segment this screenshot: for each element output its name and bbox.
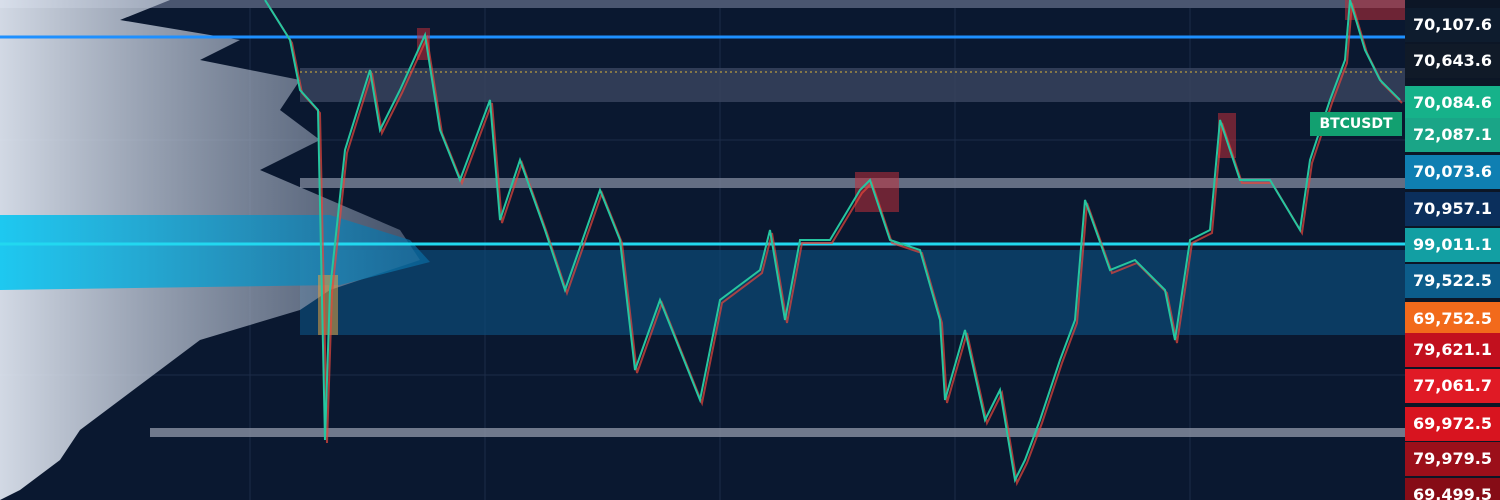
price-label: 99,011.1 bbox=[1405, 228, 1500, 262]
price-label: 70,957.1 bbox=[1405, 192, 1500, 226]
level-band bbox=[150, 428, 1405, 437]
level-band bbox=[300, 178, 1405, 188]
price-label: 79,621.1 bbox=[1405, 333, 1500, 367]
price-label: 69,499.5 bbox=[1405, 478, 1500, 500]
price-label: 79,979.5 bbox=[1405, 442, 1500, 476]
level-band bbox=[0, 0, 1405, 8]
price-label: 70,073.6 bbox=[1405, 155, 1500, 189]
level-band bbox=[300, 68, 1405, 102]
price-label: 70,084.6 bbox=[1405, 86, 1500, 120]
price-label: 72,087.1 bbox=[1405, 118, 1500, 152]
price-label: 69,972.5 bbox=[1405, 407, 1500, 441]
zone bbox=[300, 250, 1405, 335]
price-label: 69,752.5 bbox=[1405, 302, 1500, 336]
symbol-tag: BTCUSDT bbox=[1310, 112, 1402, 136]
price-label: 79,522.5 bbox=[1405, 264, 1500, 298]
price-label: 70,643.6 bbox=[1405, 44, 1500, 78]
price-label: 70,107.6 bbox=[1405, 8, 1500, 42]
price-trace bbox=[264, 0, 1401, 484]
price-label: 77,061.7 bbox=[1405, 369, 1500, 403]
